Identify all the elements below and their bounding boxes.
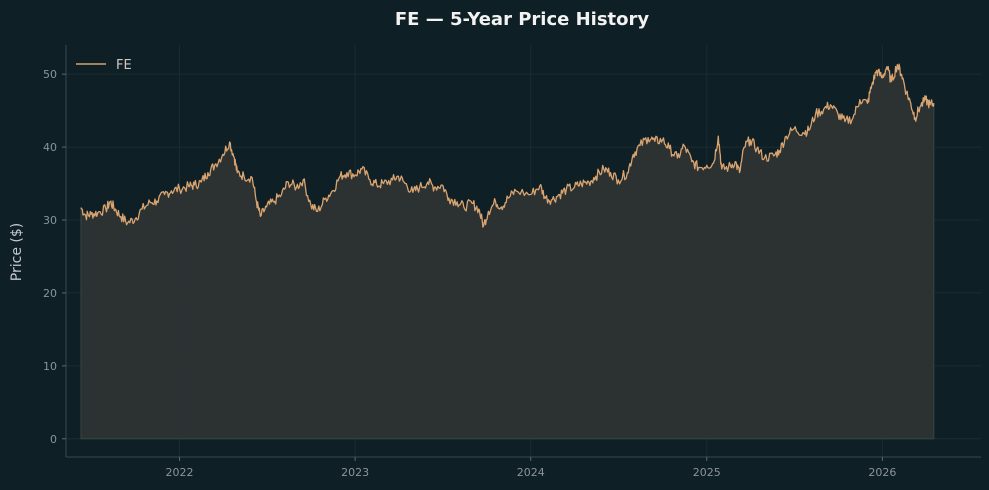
y-tick-label: 50	[43, 68, 57, 81]
chart-title: FE — 5-Year Price History	[395, 9, 650, 30]
price-line	[80, 63, 935, 228]
legend-label: FE	[116, 58, 132, 73]
x-tick-label: 2023	[341, 466, 369, 479]
y-tick-label: 20	[43, 287, 57, 300]
x-tick-label: 2024	[517, 466, 545, 479]
y-tick-label: 0	[50, 433, 57, 446]
axes	[65, 45, 981, 458]
y-tick-label: 10	[43, 360, 57, 373]
x-tick-label: 2026	[868, 466, 896, 479]
x-ticks: 2022 2023 2024 2025 2026	[166, 457, 896, 479]
y-axis-label: Price ($)	[9, 223, 25, 281]
legend: FE	[76, 58, 132, 73]
y-tick-label: 40	[43, 141, 57, 154]
y-tick-label: 30	[43, 214, 57, 227]
x-tick-label: 2022	[166, 466, 194, 479]
y-ticks: 0 10 20 30 40 50	[43, 68, 66, 446]
x-tick-label: 2025	[693, 466, 721, 479]
price-area-fill	[80, 64, 935, 440]
